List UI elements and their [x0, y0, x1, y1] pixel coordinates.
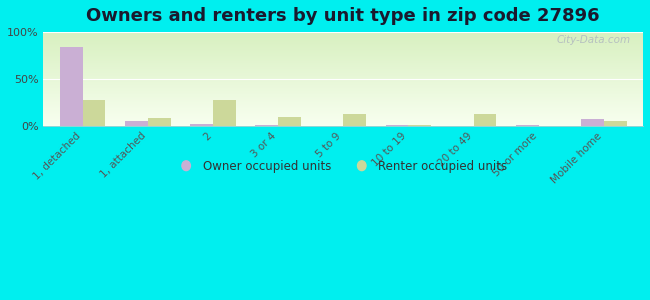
Bar — [190, 124, 213, 126]
Bar — [516, 125, 539, 126]
Bar — [343, 114, 366, 126]
Bar — [83, 100, 105, 126]
Bar — [278, 117, 301, 126]
Bar — [408, 125, 431, 126]
Text: City-Data.com: City-Data.com — [557, 35, 631, 45]
Bar — [125, 121, 148, 126]
Bar — [604, 121, 627, 126]
Bar — [60, 47, 83, 126]
Bar — [385, 125, 408, 126]
Bar — [581, 119, 604, 126]
Bar — [255, 125, 278, 126]
Bar — [148, 118, 170, 126]
Bar — [213, 100, 236, 126]
Title: Owners and renters by unit type in zip code 27896: Owners and renters by unit type in zip c… — [86, 7, 600, 25]
Bar — [474, 115, 497, 126]
Legend: Owner occupied units, Renter occupied units: Owner occupied units, Renter occupied un… — [174, 155, 512, 178]
